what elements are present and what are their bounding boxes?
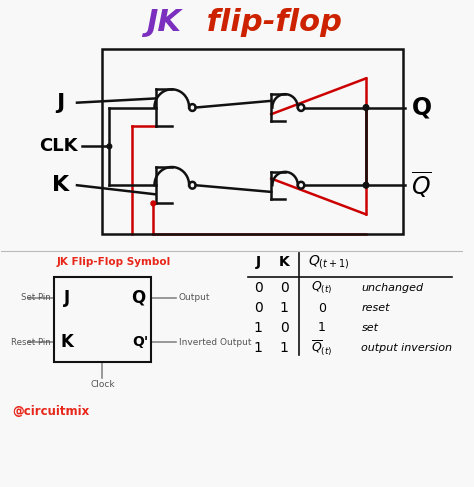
Circle shape <box>363 105 369 111</box>
Text: K: K <box>60 333 73 351</box>
Text: Clock: Clock <box>90 380 115 389</box>
Text: Reset Pin: Reset Pin <box>11 337 51 347</box>
Text: Inverted Output: Inverted Output <box>179 337 251 347</box>
Text: Q: Q <box>131 289 145 307</box>
Text: 1: 1 <box>318 321 326 335</box>
Circle shape <box>363 182 369 188</box>
Text: 1: 1 <box>254 341 263 355</box>
Text: $\overline{Q}$: $\overline{Q}$ <box>411 170 432 200</box>
Text: 0: 0 <box>254 281 263 295</box>
Text: 1: 1 <box>254 321 263 335</box>
Circle shape <box>151 201 155 206</box>
Text: J: J <box>57 93 65 112</box>
Text: 0: 0 <box>280 281 289 295</box>
Text: Q': Q' <box>132 335 148 349</box>
Text: J: J <box>255 255 261 269</box>
Text: K: K <box>279 255 290 269</box>
Text: $Q_{(t+1)}$: $Q_{(t+1)}$ <box>308 253 350 271</box>
Text: output inversion: output inversion <box>361 343 452 353</box>
Text: K: K <box>52 175 69 195</box>
Text: Set Pin: Set Pin <box>21 293 51 302</box>
Text: $Q_{(t)}$: $Q_{(t)}$ <box>311 280 333 297</box>
Text: 1: 1 <box>280 301 289 315</box>
Text: CLK: CLK <box>39 137 78 155</box>
Text: 1: 1 <box>280 341 289 355</box>
Text: @circuitmix: @circuitmix <box>12 405 90 417</box>
Text: reset: reset <box>361 303 390 313</box>
Bar <box>102 49 403 234</box>
Bar <box>54 278 151 362</box>
Text: Q: Q <box>411 95 431 119</box>
Text: unchanged: unchanged <box>361 283 423 293</box>
Text: 0: 0 <box>318 301 326 315</box>
Circle shape <box>107 144 112 149</box>
Text: Output: Output <box>179 293 210 302</box>
Text: 0: 0 <box>254 301 263 315</box>
Text: JK Flip-Flop Symbol: JK Flip-Flop Symbol <box>57 257 171 267</box>
Text: $\overline{Q}_{(t)}$: $\overline{Q}_{(t)}$ <box>311 338 333 357</box>
Text: flip-flop: flip-flop <box>196 8 342 37</box>
Text: JK: JK <box>146 8 181 37</box>
Text: set: set <box>361 323 378 333</box>
Text: J: J <box>64 289 70 307</box>
Text: 0: 0 <box>280 321 289 335</box>
